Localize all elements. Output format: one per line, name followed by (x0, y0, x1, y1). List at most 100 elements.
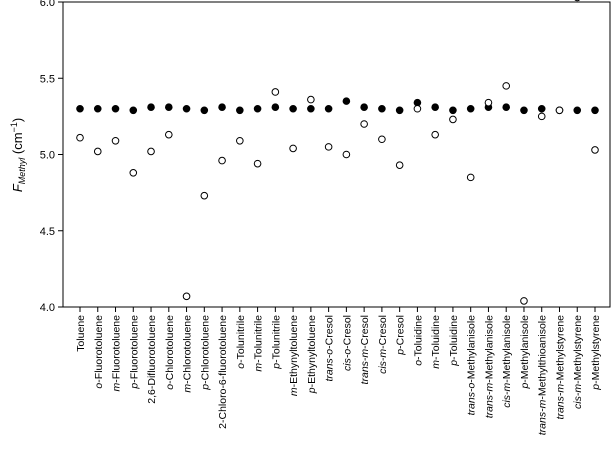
open-point (218, 156, 226, 165)
category-label: p-Chlorotoluene (199, 315, 211, 391)
filled-point (307, 104, 315, 113)
y-label-unit-sup: −1 (9, 122, 19, 132)
open-point (289, 144, 297, 153)
filled-point (182, 104, 191, 113)
y-axis: 4.0 4.5 5.0 5.5 6.0 (40, 0, 63, 314)
plot-frame (62, 1, 611, 308)
open-point (360, 120, 368, 128)
open-point (147, 147, 155, 156)
y-label-main: F (10, 183, 25, 192)
filled-point (502, 103, 511, 112)
open-point (520, 297, 528, 305)
category-label: o-Fluorotoluene (93, 315, 105, 389)
open-point (164, 130, 173, 139)
category-label: p-Ethynyltoluene (306, 315, 318, 394)
open-point (129, 169, 138, 177)
filled-point (342, 97, 351, 105)
open-point (76, 133, 84, 142)
category-label: m-Toluidine (430, 315, 442, 369)
category-label: trans-o-Cresol (324, 315, 336, 382)
filled-point (360, 103, 368, 112)
open-point (182, 292, 191, 301)
filled-point (573, 106, 582, 115)
filled-point (289, 104, 297, 113)
filled-point (111, 104, 120, 113)
filled-point (218, 103, 226, 112)
category-label: trans-m-Cresol (359, 315, 371, 384)
category-label: trans-m-Methylstyrene (554, 315, 566, 420)
category-label: cis-m-Methylstyrene (572, 315, 584, 409)
open-point (431, 130, 439, 139)
filled-point (520, 106, 528, 115)
category-label: m-Ethynyltoluene (288, 315, 300, 396)
y-label-unit-prefix: (cm (10, 132, 25, 157)
open-point (378, 135, 386, 144)
category-label: 2,6-Difluorotoluene (146, 315, 158, 404)
category-label: trans-m-Methylanisole (483, 315, 495, 418)
filled-point (378, 104, 386, 113)
filled-point (129, 106, 138, 115)
filled-point (324, 104, 333, 113)
filled-point (271, 103, 280, 112)
filled-point (93, 104, 102, 113)
category-label: p-Fluorotoluene (128, 315, 140, 390)
filled-point (449, 106, 457, 115)
open-point (502, 82, 511, 90)
filled-point (164, 103, 173, 112)
open-point (413, 104, 422, 113)
category-label: o-Toluidine (412, 315, 424, 366)
filled-point (76, 104, 84, 113)
y-tick-label: 6.0 (40, 0, 55, 9)
open-point (466, 173, 475, 182)
open-point (555, 106, 564, 115)
y-axis-label: FMethyl (cm−1) (9, 118, 27, 192)
filled-point (431, 103, 439, 112)
filled-point (591, 106, 599, 115)
data-markers (76, 0, 599, 305)
y-tick-label: 5.5 (40, 73, 55, 85)
category-label: cis-m-Methylanisole (501, 315, 513, 408)
y-label-unit-suffix: ) (10, 118, 25, 122)
y-tick-label: 4.5 (40, 226, 55, 238)
filled-point (236, 106, 244, 115)
filled-point (395, 106, 404, 115)
filled-point (466, 104, 475, 113)
category-label: p-Toluidine (448, 315, 460, 367)
open-point (484, 98, 493, 107)
open-point (236, 136, 244, 145)
category-label: Toluene (75, 315, 87, 352)
open-point (307, 95, 315, 104)
category-label: m-Chlorotoluene (182, 315, 194, 393)
category-label: 2-Chloro-6-fluorotoluene (217, 315, 229, 429)
category-label: cis-m-Cresol (377, 315, 389, 374)
category-label: o-Tolunitrile (235, 315, 247, 369)
category-label: p-Methylstyrene (590, 315, 602, 391)
filled-point (200, 106, 209, 115)
category-label: o-Chlorotoluene (164, 315, 176, 390)
category-label: trans-o-Methylanisole (466, 315, 478, 416)
filled-point (537, 104, 546, 113)
open-point (111, 136, 120, 145)
category-label: p-Methylanisole (519, 315, 531, 390)
x-axis: Toluene o-Fluorotoluene m-Fluorotoluene p-F… (75, 307, 602, 435)
open-point (253, 159, 262, 168)
open-point (324, 143, 333, 151)
category-label: m-Fluorotoluene (111, 315, 123, 392)
open-point (537, 112, 546, 121)
category-label: p-Tolunitrile (270, 315, 282, 370)
y-tick-label: 4.0 (40, 302, 55, 314)
open-point (395, 161, 404, 169)
category-label: trans-m-Methylthioanisole (537, 315, 549, 435)
category-label: m-Tolunitrile (253, 315, 265, 372)
open-point (342, 150, 351, 159)
open-point (574, 0, 581, 2)
y-tick-label: 5.0 (40, 150, 55, 162)
category-label: p-Cresol (395, 315, 407, 356)
open-point (93, 147, 102, 156)
open-point (200, 191, 209, 200)
open-point (591, 146, 599, 154)
y-label-subscript: Methyl (17, 157, 27, 185)
filled-point (253, 104, 262, 113)
category-label: cis-o-Cresol (341, 315, 353, 371)
